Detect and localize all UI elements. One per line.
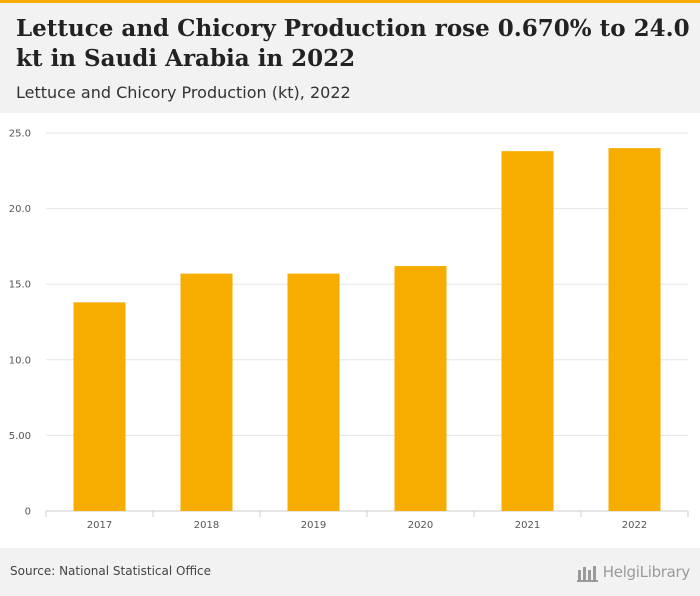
x-tick-label: 2021 <box>515 520 540 531</box>
brand-name: HelgiLibrary <box>602 563 691 581</box>
y-tick-label: 5.00 <box>9 431 31 442</box>
chart-footer: Source: National Statistical Office Helg… <box>0 548 700 596</box>
chart-title: Lettuce and Chicory Production rose 0.67… <box>16 15 690 72</box>
bar-chart: 0 5.00 10.0 15.0 20.0 25.0 2017 2018 2019 2020 202… <box>9 129 689 531</box>
x-tick-label: 2022 <box>622 520 647 531</box>
chart-subtitle: Lettuce and Chicory Production (kt), 202… <box>16 83 351 102</box>
y-tick-label: 10.0 <box>9 355 31 366</box>
bar-2017 <box>73 302 126 511</box>
bar-2019 <box>287 273 340 511</box>
bar-2022 <box>608 148 661 511</box>
chart-header: Lettuce and Chicory Production rose 0.67… <box>0 0 700 113</box>
bar-2020 <box>394 266 447 511</box>
x-tick-label: 2018 <box>194 520 219 531</box>
bar-2018 <box>180 273 233 511</box>
y-tick-label: 25.0 <box>9 129 31 140</box>
brand-logo: HelgiLibrary <box>576 560 691 584</box>
x-tick-label: 2019 <box>301 520 326 531</box>
y-tick-label: 15.0 <box>9 280 31 291</box>
y-tick-label: 0 <box>25 507 31 518</box>
library-icon <box>576 566 598 582</box>
chart-area: 0 5.00 10.0 15.0 20.0 25.0 2017 2018 2019 2020 202… <box>0 113 700 543</box>
y-tick-label: 20.0 <box>9 204 31 215</box>
source-note: Source: National Statistical Office <box>10 564 212 578</box>
bar-2021 <box>501 151 554 512</box>
x-tick-label: 2020 <box>408 520 433 531</box>
x-tick-label: 2017 <box>87 520 112 531</box>
